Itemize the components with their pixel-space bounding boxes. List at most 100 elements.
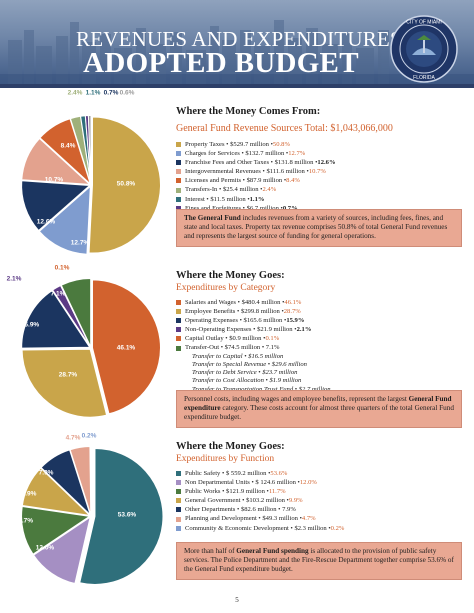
legend-item: Operating Expenses • $165.6 million • 15… xyxy=(176,316,466,325)
pie-slice xyxy=(79,447,164,585)
section-title: Where the Money Goes: xyxy=(176,270,285,281)
legend-percent: 1.1% xyxy=(249,195,265,203)
legend-item: Community & Economic Development • $2.3 … xyxy=(176,524,466,533)
legend-subitem: Transfer to Capital • $16.5 million xyxy=(192,352,284,360)
legend-label: Public Safety • $ 559.2 million • xyxy=(185,470,271,477)
legend-label: Transfers-In • $25.4 million • xyxy=(185,186,263,194)
legend-item: Employee Benefits • $299.8 million • 28.… xyxy=(176,307,466,316)
category-legend: Salaries and Wages • $480.4 million • 46… xyxy=(176,298,466,394)
section-title: Where the Money Comes From: xyxy=(176,106,321,117)
note-bold: The General Fund xyxy=(184,214,241,222)
legend-label: Operating Expenses • $165.6 million • xyxy=(185,317,287,325)
legend-swatch xyxy=(176,309,181,315)
legend-item: Planning and Development • $49.3 million… xyxy=(176,514,466,523)
pie-label: 12.0% xyxy=(35,544,55,552)
banner-divider xyxy=(0,84,474,88)
pie-slice xyxy=(21,137,92,186)
legend-item: Interest • $11.5 million • 1.1% xyxy=(176,195,466,204)
pie-label: 15.9% xyxy=(20,321,40,329)
pie-slice xyxy=(89,446,92,515)
legend-swatch xyxy=(176,187,181,193)
city-seal: CITY OF MIAMI FLORIDA xyxy=(390,15,458,83)
legend-label: Planning and Development • $49.3 million… xyxy=(185,515,302,523)
pie-label: 11.7% xyxy=(14,517,34,525)
legend-swatch xyxy=(176,160,181,166)
pie-label: 9.9% xyxy=(21,490,37,498)
legend-swatch xyxy=(176,142,181,148)
pie-slice xyxy=(21,505,91,555)
pie-slice xyxy=(21,348,108,418)
legend-item: Non-Operating Expenses • $21.9 million •… xyxy=(176,325,466,334)
legend-item: Transfers-In • $25.4 million • 2.4% xyxy=(176,185,466,194)
legend-swatch xyxy=(176,498,181,504)
legend-item: Fines and Forfeitures • $6.7 million • 0… xyxy=(176,204,466,213)
pie-label: 50.8% xyxy=(116,180,136,188)
legend-label: Employee Benefits • $299.8 million • xyxy=(185,308,284,316)
pie-label: 0.6% xyxy=(119,89,135,97)
legend-swatch xyxy=(176,327,181,333)
pie-slice xyxy=(21,289,91,349)
legend-item: Public Safety • $ 559.2 million • 53.6% xyxy=(176,469,466,478)
function-note: More than half of General Fund spending … xyxy=(176,542,462,580)
pie-slice xyxy=(88,116,161,254)
legend-percent: 0.1% xyxy=(265,335,280,343)
legend-item: Licenses and Permits • $87.9 million • 8… xyxy=(176,176,466,185)
legend-swatch xyxy=(176,525,181,531)
legend-swatch xyxy=(176,516,181,522)
note-bold: General Fund expenditure xyxy=(184,395,452,413)
legend-percent: 12.7% xyxy=(288,150,306,158)
section-subtitle: Expenditures by Function xyxy=(176,454,275,464)
function-section: Where the Money Goes: Expenditures by Fu… xyxy=(176,441,466,533)
legend-item: Franchise Fees and Other Taxes • $131.8 … xyxy=(176,158,466,167)
legend-item: Salaries and Wages • $480.4 million • 46… xyxy=(176,298,466,307)
pie-label: 1.1% xyxy=(85,89,101,97)
legend-label: Capital Outlay • $0.9 million • xyxy=(185,335,266,343)
legend-percent: 53.6% xyxy=(270,470,288,477)
legend-label: Fines and Forfeitures • $6.7 million • xyxy=(185,204,283,213)
legend-item: Other Departments • $82.6 million • 7.9% xyxy=(176,505,466,514)
legend-percent: 8.4% xyxy=(286,177,300,185)
note-text: includes revenues from a variety of sour… xyxy=(184,214,448,241)
legend-label: Transfer-Out • $74.5 million • 7.1% xyxy=(185,344,280,352)
legend-percent: 12.0% xyxy=(299,479,317,487)
page-number: 5 xyxy=(235,596,239,604)
legend-swatch xyxy=(176,169,181,175)
legend-percent: 4.7% xyxy=(301,515,316,523)
city-skyline xyxy=(0,20,474,84)
header-banner: REVENUES AND EXPENDITURES ADOPTED BUDGET… xyxy=(0,0,474,84)
legend-subitem: Transfer to Debt Service • $23.7 million xyxy=(192,369,298,377)
legend-percent: 15.9% xyxy=(286,317,305,325)
legend-label: Non-Operating Expenses • $21.9 million • xyxy=(185,326,297,334)
pie-slice xyxy=(21,467,92,517)
pie-label: 46.1% xyxy=(116,344,136,352)
legend-item: Public Works • $121.9 million • 11.7% xyxy=(176,487,466,496)
legend-item: Charges for Services • $132.7 million • … xyxy=(176,149,466,158)
legend-swatch xyxy=(176,336,181,342)
note-text-pre: Personnel costs, including wages and emp… xyxy=(184,395,409,403)
section-subtitle: General Fund Revenue Sources Total: $1,0… xyxy=(176,123,393,134)
legend-swatch xyxy=(176,345,181,351)
legend-percent: 46.1% xyxy=(284,299,302,306)
legend-swatch xyxy=(176,489,181,495)
note-text-post: category. These costs account for almost… xyxy=(184,404,454,422)
note-bold: General Fund spending xyxy=(236,547,309,555)
legend-swatch xyxy=(176,480,181,486)
legend-percent: 28.7% xyxy=(283,308,301,316)
legend-item: Transfer-Out • $74.5 million • 7.1% xyxy=(176,343,466,352)
pie-slice xyxy=(21,180,91,232)
pie-label: 4.7% xyxy=(65,434,81,442)
legend-percent: 11.7% xyxy=(268,488,286,496)
pie-label: 12.6% xyxy=(36,218,56,226)
pie-label: 28.7% xyxy=(58,371,78,379)
pie-label: 7.9% xyxy=(38,469,54,477)
legend-item: Intergovernmental Revenues • $111.6 mill… xyxy=(176,167,466,176)
legend-swatch xyxy=(176,196,181,202)
legend-percent: 0.2% xyxy=(330,524,345,532)
legend-item: Property Taxes • $529.7 million • 50.8% xyxy=(176,140,466,149)
legend-percent: 2.4% xyxy=(262,186,277,194)
pie-label: 2.1% xyxy=(6,275,22,283)
legend-percent: 0.7% xyxy=(283,204,298,213)
legend-swatch xyxy=(176,507,181,513)
function-legend: Public Safety • $ 559.2 million • 53.6% N… xyxy=(176,469,466,533)
pie-slice xyxy=(60,278,92,347)
